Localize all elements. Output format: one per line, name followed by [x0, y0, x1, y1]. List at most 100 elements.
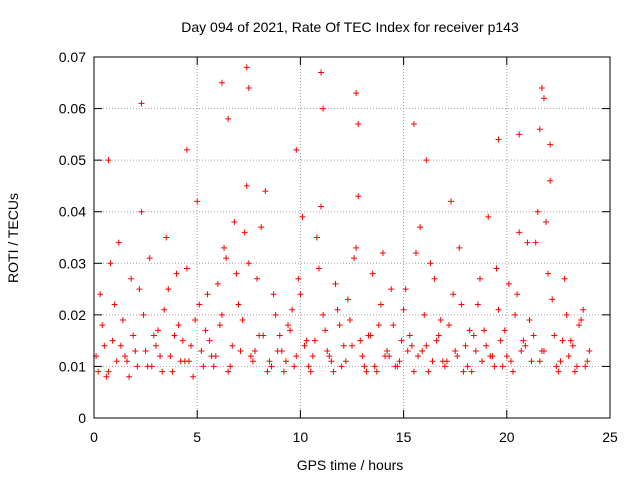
data-point: [512, 311, 519, 318]
axis-ticks: 0 0.01 0.02 0.03 0.04 0.05 0.06 0.07 0 5 10 15 20 25: [59, 49, 618, 445]
data-point: [95, 368, 102, 375]
data-point: [355, 121, 362, 128]
data-point: [359, 353, 366, 360]
data-point: [320, 311, 327, 318]
data-point: [528, 358, 535, 365]
data-point: [293, 146, 300, 153]
data-point: [547, 177, 554, 184]
data-point: [555, 368, 562, 375]
data-point: [326, 353, 333, 360]
data-point: [396, 358, 403, 365]
x-tick-label: 15: [396, 429, 412, 445]
data-point: [144, 363, 151, 370]
data-point: [101, 342, 108, 349]
data-point: [382, 353, 389, 360]
data-point: [328, 358, 335, 365]
data-point: [140, 311, 147, 318]
data-point: [532, 239, 539, 246]
y-tick-label: 0.06: [59, 101, 86, 117]
data-point: [377, 301, 384, 308]
data-point: [152, 342, 159, 349]
data-point: [557, 358, 564, 365]
data-point: [571, 368, 578, 375]
data-point: [272, 311, 279, 318]
data-point: [464, 363, 471, 370]
y-axis-label: ROTI / TECUs: [5, 193, 21, 283]
data-point: [410, 368, 417, 375]
data-point: [342, 358, 349, 365]
data-point: [479, 358, 486, 365]
data-point: [233, 270, 240, 277]
data-point: [580, 306, 587, 313]
data-points: [93, 64, 593, 380]
y-tick-label: 0.01: [59, 358, 86, 374]
data-point: [190, 373, 197, 380]
data-point: [113, 358, 120, 365]
data-point: [425, 368, 432, 375]
data-point: [514, 291, 521, 298]
data-point: [476, 275, 483, 282]
data-point: [433, 337, 440, 344]
data-point: [315, 265, 322, 272]
x-tick-label: 25: [602, 429, 618, 445]
data-point: [138, 208, 145, 215]
data-point: [460, 368, 467, 375]
data-point: [398, 337, 405, 344]
data-point: [334, 306, 341, 313]
y-tick-label: 0.02: [59, 307, 86, 323]
chart-title: Day 094 of 2021, Rate Of TEC Index for r…: [181, 19, 519, 35]
data-point: [456, 244, 463, 251]
data-point: [196, 301, 203, 308]
data-point: [553, 363, 560, 370]
data-point: [313, 234, 320, 241]
data-point: [251, 347, 258, 354]
data-point: [165, 286, 172, 293]
y-tick-label: 0.05: [59, 152, 86, 168]
data-point: [472, 347, 479, 354]
data-point: [336, 322, 343, 329]
data-point: [305, 363, 312, 370]
data-point: [507, 358, 514, 365]
data-point: [394, 363, 401, 370]
data-point: [150, 332, 157, 339]
data-point: [239, 317, 246, 324]
data-point: [404, 347, 411, 354]
data-point: [179, 337, 186, 344]
data-point: [243, 182, 250, 189]
data-point: [117, 342, 124, 349]
data-point: [293, 353, 300, 360]
data-point: [204, 291, 211, 298]
data-point: [216, 322, 223, 329]
data-point: [540, 95, 547, 102]
y-tick-label: 0.07: [59, 49, 86, 65]
data-point: [446, 322, 453, 329]
data-point: [332, 280, 339, 287]
data-point: [218, 311, 225, 318]
data-point: [379, 249, 386, 256]
data-point: [307, 368, 314, 375]
data-point: [536, 126, 543, 133]
data-point: [540, 347, 547, 354]
data-point: [318, 69, 325, 76]
data-point: [518, 347, 525, 354]
data-point: [237, 347, 244, 354]
data-point: [299, 213, 306, 220]
data-point: [435, 332, 442, 339]
data-point: [311, 337, 318, 344]
data-point: [437, 317, 444, 324]
data-point: [538, 84, 545, 91]
data-point: [175, 322, 182, 329]
data-point: [509, 368, 516, 375]
data-point: [363, 368, 370, 375]
data-point: [415, 353, 422, 360]
data-point: [408, 342, 415, 349]
data-point: [169, 368, 176, 375]
data-point: [276, 332, 283, 339]
data-point: [105, 157, 112, 164]
data-point: [586, 347, 593, 354]
data-point: [214, 280, 221, 287]
data-point: [503, 353, 510, 360]
data-point: [443, 358, 450, 365]
data-point: [163, 234, 170, 241]
